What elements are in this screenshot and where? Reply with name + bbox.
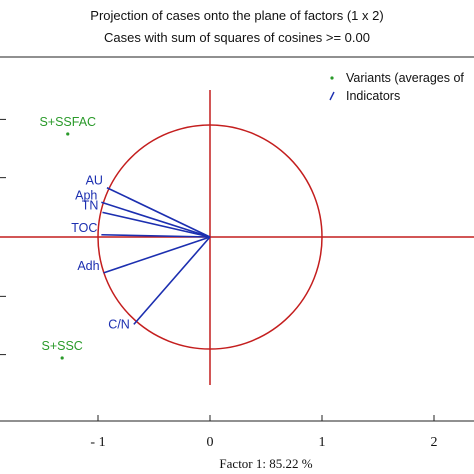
x-axis-title: Factor 1: 85.22 % (219, 456, 312, 471)
chart-subtitle: Cases with sum of squares of cosines >= … (104, 30, 370, 45)
indicator-label-au: AU (86, 174, 103, 188)
indicator-label-toc: TOC (71, 221, 97, 235)
x-tick-label-1: 0 (207, 435, 214, 450)
indicator-label-adh: Adh (77, 259, 99, 273)
variant-point-s-ssfac (66, 132, 70, 136)
variant-label-s-ssc: S+SSC (41, 339, 82, 353)
indicator-vector-tn (102, 211, 211, 238)
indicator-vector-c-n (133, 236, 211, 325)
indicator-label-tn: TN (82, 198, 99, 212)
x-tick-label-3: 2 (431, 435, 438, 450)
x-tick-label-2: 1 (319, 435, 326, 450)
indicator-vector-aph (101, 201, 211, 238)
variant-label-s-ssfac: S+SSFAC (39, 115, 96, 129)
indicator-label-aph: Aph (75, 188, 97, 202)
chart-title: Projection of cases onto the plane of fa… (90, 8, 384, 23)
unit-circle (97, 124, 323, 350)
plot-frame (0, 56, 474, 422)
legend-label-0: Variants (averages of (346, 71, 464, 85)
indicator-vector-au (106, 186, 211, 238)
legend-label-1: Indicators (346, 89, 400, 103)
x-tick-label-0: - 1 (90, 435, 105, 450)
variant-point-s-ssc (60, 356, 64, 360)
legend-marker-indicators (329, 91, 335, 101)
indicator-label-c-n: C/N (108, 317, 130, 331)
indicator-vector-adh (103, 236, 211, 274)
indicator-vector-toc (101, 233, 211, 238)
legend-marker-variants (330, 76, 334, 80)
